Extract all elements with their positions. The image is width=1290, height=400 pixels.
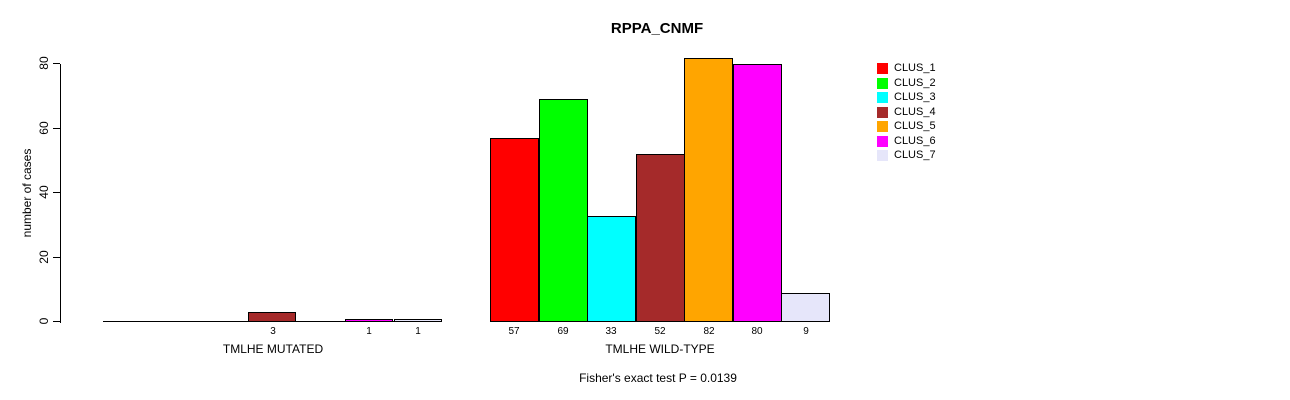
y-axis-tick [53, 257, 60, 258]
legend-swatch [877, 77, 888, 89]
legend-swatch [877, 121, 888, 132]
bar-value-label: 33 [605, 326, 617, 337]
y-axis-tick [53, 321, 60, 322]
bar-clus_7-mutated [394, 319, 442, 322]
bar-value-label: 57 [508, 326, 520, 337]
bar-value-label: 69 [557, 326, 569, 337]
legend-label: CLUS_1 [894, 62, 936, 74]
legend-label: CLUS_3 [894, 91, 936, 103]
legend-swatch [877, 63, 888, 74]
bar-clus_7-wild-type [781, 293, 830, 322]
bar-value-label: 82 [703, 326, 715, 337]
y-axis-tick-label: 40 [37, 185, 51, 199]
bar-clus_3-wild-type [587, 216, 636, 322]
bar-value-label: 52 [654, 326, 666, 337]
bar-clus_2-wild-type [539, 99, 588, 322]
bar-clus_1-wild-type [490, 138, 539, 322]
legend-item: CLUS_1 [877, 63, 936, 74]
legend-label: CLUS_2 [894, 76, 936, 89]
y-axis-tick [53, 63, 60, 64]
legend-swatch [877, 150, 888, 161]
legend-item: CLUS_5 [877, 121, 936, 132]
bar-clus_4-mutated [248, 312, 296, 322]
y-axis-tick [53, 128, 60, 129]
legend-swatch [877, 92, 888, 103]
legend-item: CLUS_3 [877, 92, 936, 103]
group-label-mutated: TMLHE MUTATED [222, 342, 324, 356]
bar-clus_6-mutated [345, 319, 393, 322]
legend-item: CLUS_6 [877, 134, 936, 147]
bar-value-label: 1 [415, 326, 421, 337]
bar-clus_6-wild-type [733, 64, 782, 322]
y-axis-tick-label: 0 [37, 317, 51, 325]
legend-label: CLUS_7 [894, 149, 936, 161]
y-axis-tick-label: 80 [37, 56, 51, 70]
legend-label: CLUS_5 [894, 120, 936, 132]
y-axis-tick [53, 192, 60, 193]
legend-item: CLUS_7 [877, 150, 936, 161]
chart-title: RPPA_CNMF [610, 20, 704, 37]
legend-item: CLUS_4 [877, 105, 936, 118]
legend-label: CLUS_6 [894, 134, 936, 147]
legend-swatch [877, 106, 888, 118]
legend-item: CLUS_2 [877, 76, 936, 89]
y-axis-tick-label: 20 [37, 250, 51, 264]
group-label-wild-type: TMLHE WILD-TYPE [605, 342, 715, 356]
bar-value-label: 9 [803, 326, 809, 337]
y-axis-title: number of cases [20, 148, 34, 238]
legend: CLUS_1 CLUS_2 CLUS_3 CLUS_4 CLUS_5 CLUS_6 CLUS… [877, 63, 936, 165]
y-axis-tick-label: 60 [37, 121, 51, 135]
bar-clus_4-wild-type [636, 154, 685, 322]
bar-value-label: 80 [751, 326, 763, 337]
y-axis-line [60, 64, 61, 323]
bar-value-label: 1 [366, 326, 372, 337]
legend-swatch [877, 135, 888, 147]
fisher-test-annotation: Fisher's exact test P = 0.0139 [579, 371, 737, 385]
legend-label: CLUS_4 [894, 105, 936, 118]
bar-value-label: 3 [270, 326, 276, 337]
bar-clus_5-wild-type [684, 58, 733, 322]
